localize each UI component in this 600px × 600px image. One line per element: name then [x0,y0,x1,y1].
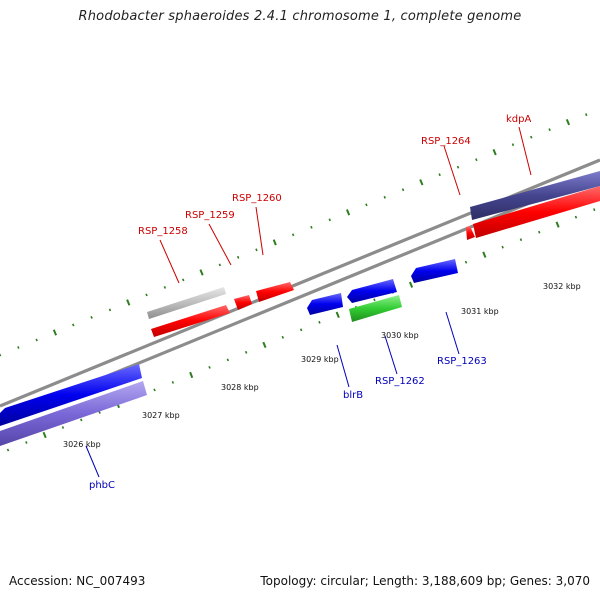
minor-tick [171,380,175,384]
major-tick [492,149,497,156]
major-tick [345,209,351,216]
minor-tick [90,315,93,319]
gene-phbC-region[interactable] [0,364,142,426]
minor-tick [538,230,541,234]
minor-tick [291,233,295,237]
label-rsp1258[interactable]: RSP_1258 [138,226,188,237]
minor-tick [456,165,460,169]
minor-tick [244,350,248,354]
minor-tick [401,188,405,192]
gene-blrB[interactable] [347,279,397,303]
gene-rsp1260[interactable] [256,282,294,302]
map-title: Rhodobacter sphaeroides 2.4.1 chromosome… [78,9,522,24]
label-rsp1264[interactable]: RSP_1264 [421,136,471,147]
minor-tick [153,388,156,392]
minor-tick [318,320,321,324]
minor-tick [72,323,75,327]
minor-tick [181,278,185,282]
minor-tick [501,245,504,249]
minor-tick [17,346,20,349]
scale-label-3030: 3030 kbp [381,331,419,340]
scale-label-3029: 3029 kbp [301,355,339,364]
gene-rsp1258[interactable] [147,287,226,319]
major-tick [482,251,487,258]
scale-label-3028: 3028 kbp [221,383,259,392]
label-rsp1260[interactable]: RSP_1260 [232,193,282,204]
minor-tick [80,418,83,422]
major-tick [189,371,194,379]
minor-tick [98,410,101,414]
minor-tick [163,285,167,289]
minor-tick [236,255,240,259]
minor-tick [255,248,258,252]
gene-rsp1262[interactable] [349,295,402,322]
major-tick [555,221,560,228]
minor-tick [365,203,368,207]
minor-tick [281,335,285,339]
major-tick [52,329,58,336]
label-rsp1263[interactable]: RSP_1263 [437,356,487,367]
major-tick [126,299,131,306]
minor-tick [328,218,331,222]
label-rsp1259[interactable]: RSP_1259 [185,210,235,221]
minor-tick [299,328,303,332]
major-tick [335,311,340,318]
gene-rsp1264[interactable] [466,226,475,240]
minor-tick [61,426,65,429]
minor-tick [519,238,523,242]
minor-tick [548,128,551,132]
forward-tick-ring [0,113,588,357]
gene-rsp1259[interactable] [151,305,230,337]
minor-tick [438,173,441,177]
gene-labels: RSP_1258 RSP_1259 RSP_1260 RSP_1264 kdpA… [89,114,531,491]
minor-tick [226,358,230,362]
scale-label-3032: 3032 kbp [543,282,581,291]
major-tick [272,239,277,246]
major-tick [199,269,204,276]
minor-tick [0,353,2,357]
label-phbC[interactable]: phbC [89,480,115,491]
label-rsp1262[interactable]: RSP_1262 [375,376,425,387]
minor-tick [464,260,468,264]
gene-rsp1261[interactable] [307,293,343,315]
minor-tick [585,113,588,117]
minor-tick [145,293,148,297]
reverse-tick-ring [6,208,596,452]
minor-tick [310,225,313,229]
major-tick [408,281,414,288]
major-tick [565,119,571,126]
major-tick [42,431,47,439]
major-tick [262,341,267,348]
minor-tick [35,338,38,342]
gene-features [0,171,600,446]
minor-tick [6,448,10,452]
label-blrB[interactable]: blrB [343,390,363,401]
gene-rsp1260-a[interactable] [234,295,252,310]
minor-tick [208,365,211,369]
gene-kdp-operon[interactable] [470,171,600,220]
major-tick [419,179,424,186]
accession-text: Accession: NC_007493 [9,574,146,588]
scale-labels: 3026 kbp 3027 kbp 3028 kbp 3029 kbp 3030… [63,282,581,449]
minor-tick [108,308,112,312]
minor-tick [25,441,28,444]
scale-label-3027: 3027 kbp [142,411,180,420]
minor-tick [574,215,578,219]
genome-summary-text: Topology: circular; Length: 3,188,609 bp… [260,574,590,588]
scale-label-3031: 3031 kbp [461,307,499,316]
gene-rsp1263[interactable] [411,259,458,283]
minor-tick [218,263,222,267]
gene-phbC[interactable] [0,381,147,446]
scale-label-3026: 3026 kbp [63,440,101,449]
minor-tick [593,208,596,212]
minor-tick [383,195,386,199]
label-connectors [85,126,532,478]
minor-tick [511,143,515,147]
label-kdpA[interactable]: kdpA [506,114,531,125]
gene-kdpA[interactable] [473,186,600,238]
minor-tick [475,158,478,162]
minor-tick [530,135,533,139]
minor-tick [373,298,376,302]
